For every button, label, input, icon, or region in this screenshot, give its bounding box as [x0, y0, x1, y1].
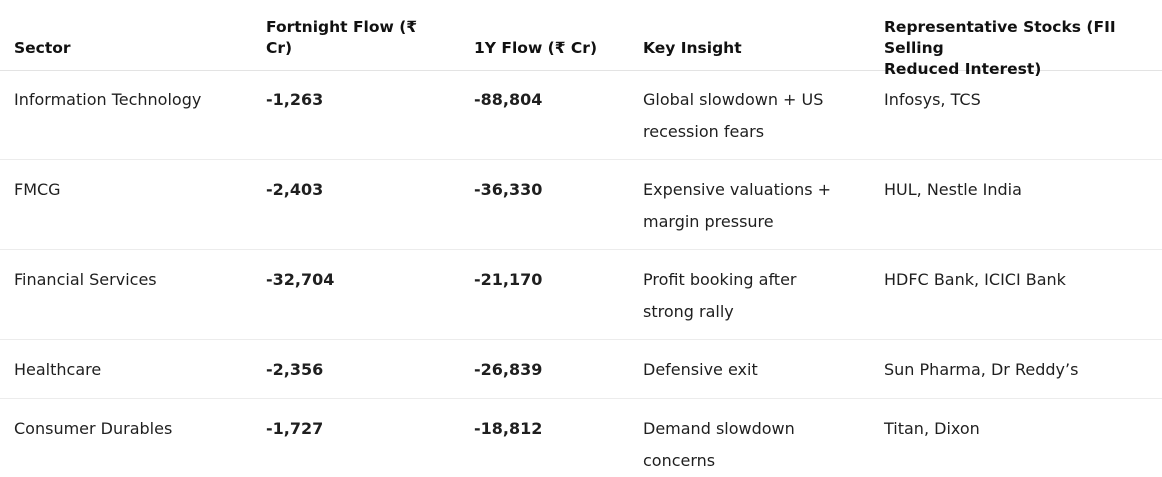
- table-row: FMCG -2,403 -36,330 Expensive valuations…: [0, 160, 1162, 250]
- sector-cell: Financial Services: [14, 270, 157, 289]
- representative-stocks-cell: Infosys, TCS: [884, 90, 981, 109]
- header-fortnight-flow-line1: Fortnight Flow (₹: [266, 18, 418, 36]
- key-insight-cell: Profit booking after strong rally: [643, 264, 863, 328]
- representative-stocks-cell: Titan, Dixon: [884, 419, 980, 438]
- key-insight-cell: Defensive exit: [643, 354, 863, 386]
- fortnight-flow-cell: -2,403: [266, 180, 324, 199]
- key-insight-line1: Defensive exit: [643, 360, 758, 379]
- header-representative-stocks: Representative Stocks (FII Selling Reduc…: [884, 17, 1162, 80]
- sector-cell: Information Technology: [14, 90, 202, 109]
- key-insight-line2: strong rally: [643, 302, 734, 321]
- header-sector: Sector: [14, 39, 71, 57]
- fortnight-flow-cell: -32,704: [266, 270, 335, 289]
- key-insight-line2: concerns: [643, 451, 716, 470]
- key-insight-cell: Expensive valuations + margin pressure: [643, 174, 863, 238]
- key-insight-line1: Global slowdown + US: [643, 90, 824, 109]
- sector-cell: FMCG: [14, 180, 61, 199]
- fortnight-flow-cell: -1,263: [266, 90, 324, 109]
- representative-stocks-cell: HDFC Bank, ICICI Bank: [884, 270, 1066, 289]
- sector-cell: Consumer Durables: [14, 419, 173, 438]
- key-insight-line1: Profit booking after: [643, 270, 797, 289]
- key-insight-line1: Demand slowdown: [643, 419, 795, 438]
- key-insight-line2: recession fears: [643, 122, 765, 141]
- representative-stocks-cell: HUL, Nestle India: [884, 180, 1022, 199]
- table-row: Consumer Durables -1,727 -18,812 Demand …: [0, 399, 1162, 474]
- header-fortnight-flow: Fortnight Flow (₹ Cr): [266, 17, 436, 59]
- key-insight-cell: Global slowdown + US recession fears: [643, 84, 863, 148]
- header-key-insight: Key Insight: [643, 39, 742, 57]
- header-representative-stocks-line2: Reduced Interest): [884, 60, 1042, 78]
- one-year-flow-cell: -18,812: [474, 419, 543, 438]
- header-representative-stocks-line1: Representative Stocks (FII Selling: [884, 18, 1116, 57]
- table-header-row: Sector Fortnight Flow (₹ Cr) 1Y Flow (₹ …: [0, 0, 1162, 78]
- table-row: Financial Services -32,704 -21,170 Profi…: [0, 250, 1162, 340]
- header-fortnight-flow-line2: Cr): [266, 39, 293, 57]
- one-year-flow-cell: -21,170: [474, 270, 543, 289]
- one-year-flow-cell: -26,839: [474, 360, 543, 379]
- fortnight-flow-cell: -1,727: [266, 419, 324, 438]
- one-year-flow-cell: -88,804: [474, 90, 543, 109]
- sector-cell: Healthcare: [14, 360, 102, 379]
- table-row: Information Technology -1,263 -88,804 Gl…: [0, 70, 1162, 160]
- key-insight-line1: Expensive valuations +: [643, 180, 832, 199]
- table-row: Healthcare -2,356 -26,839 Defensive exit…: [0, 340, 1162, 399]
- header-1y-flow: 1Y Flow (₹ Cr): [474, 39, 598, 57]
- key-insight-cell: Demand slowdown concerns: [643, 413, 863, 477]
- fortnight-flow-cell: -2,356: [266, 360, 324, 379]
- one-year-flow-cell: -36,330: [474, 180, 543, 199]
- key-insight-line2: margin pressure: [643, 212, 774, 231]
- representative-stocks-cell: Sun Pharma, Dr Reddy’s: [884, 360, 1079, 379]
